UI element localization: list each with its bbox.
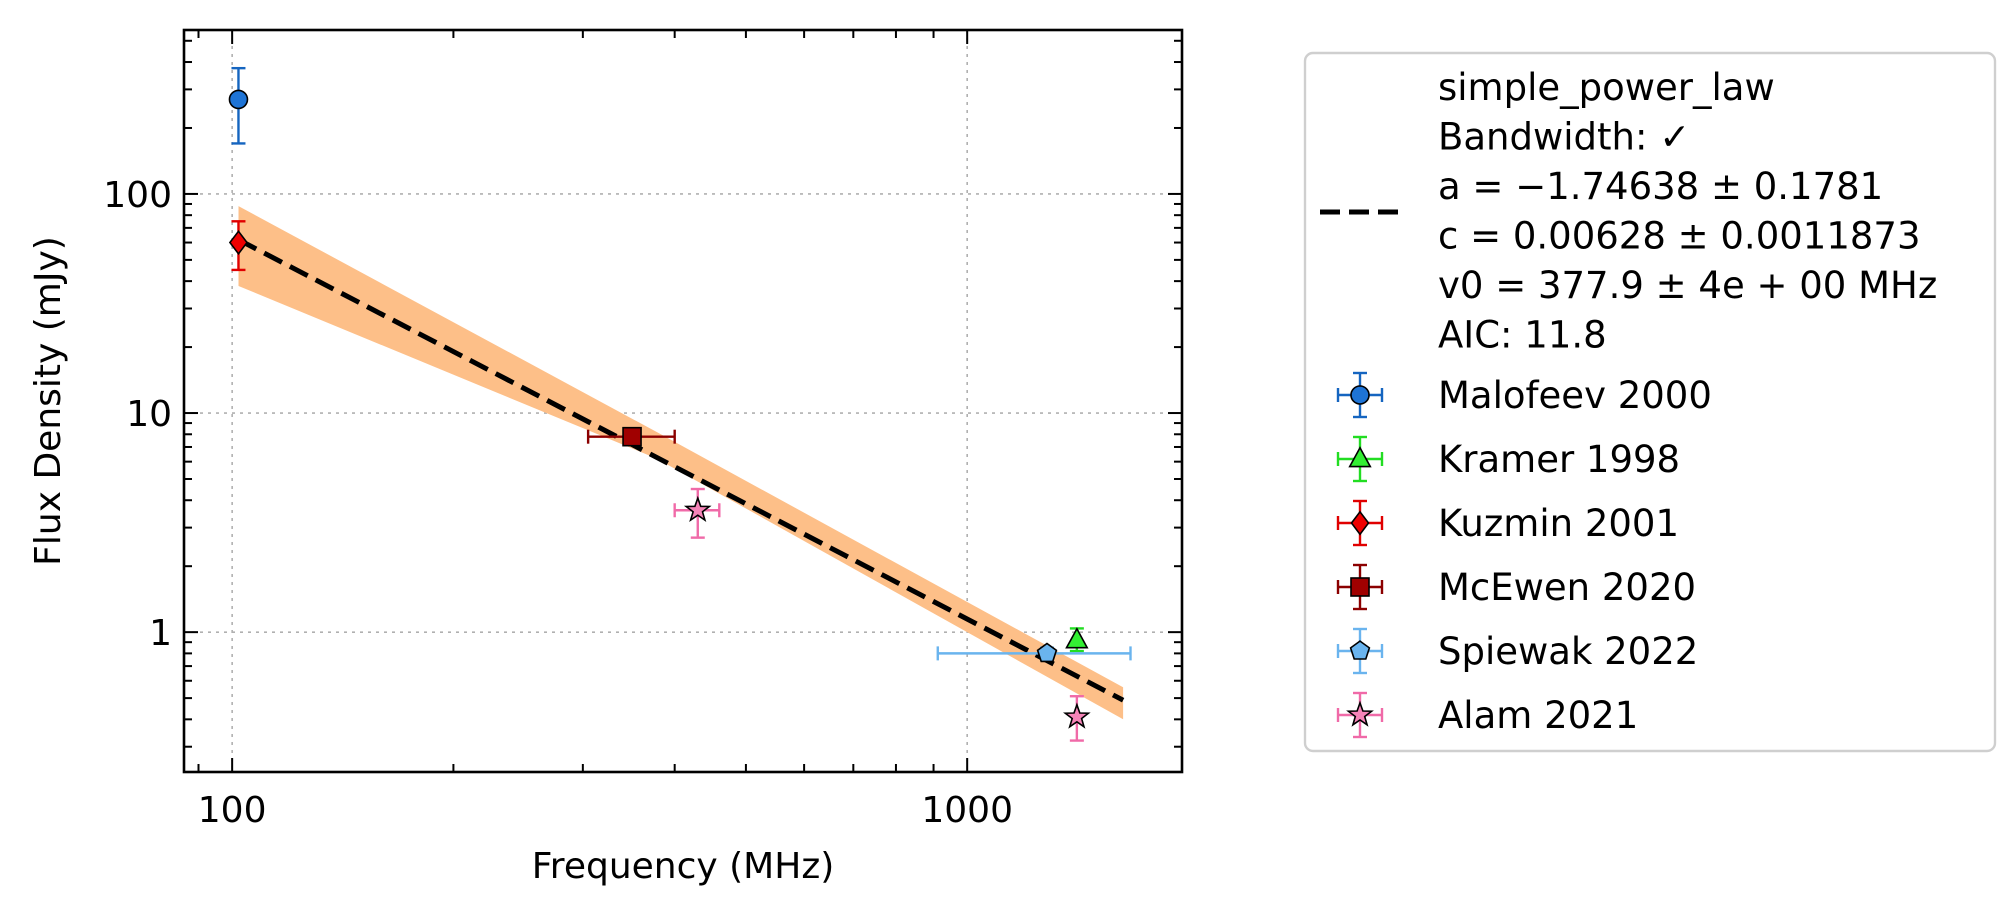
legend-fit-text: c = 0.00628 ± 0.0011873: [1438, 215, 1920, 258]
legend-item: Malofeev 2000: [1336, 371, 1712, 419]
series-2: [228, 220, 249, 272]
data-point: [1036, 642, 1058, 663]
y-tick-label: 10: [126, 394, 172, 435]
legend-label: Kuzmin 2001: [1438, 502, 1679, 545]
data-point: [683, 495, 712, 523]
legend-label: McEwen 2020: [1438, 566, 1696, 609]
legend-marker: [1346, 700, 1374, 727]
x-tick-label: 100: [198, 790, 267, 831]
legend-marker: [1349, 640, 1371, 660]
legend-fit-text: Bandwidth: ✓: [1438, 116, 1690, 159]
legend-item: Alam 2021: [1336, 691, 1638, 739]
legend-item: Kuzmin 2001: [1336, 499, 1679, 547]
fit-uncertainty-band: [238, 206, 1124, 720]
data-point: [1065, 627, 1089, 649]
y-tick-label: 1: [149, 613, 172, 654]
legend-fit-text: a = −1.74638 ± 0.1781: [1438, 165, 1883, 208]
legend-label: Alam 2021: [1438, 694, 1638, 737]
data-point: [228, 89, 249, 110]
legend-label: Spiewak 2022: [1438, 630, 1698, 673]
legend-item: McEwen 2020: [1336, 563, 1696, 611]
legend-label: Malofeev 2000: [1438, 374, 1712, 417]
data-point: [622, 426, 642, 447]
y-axis-label: Flux Density (mJy): [28, 236, 69, 566]
x-tick-label: 1000: [921, 790, 1013, 831]
data-point: [1063, 702, 1091, 729]
series-0: [228, 66, 249, 145]
y-tick-label: 100: [103, 175, 172, 216]
legend-label: Kramer 1998: [1438, 438, 1680, 481]
axes-frame: [182, 28, 1184, 774]
legend-marker: [1350, 510, 1370, 536]
series-3: [586, 426, 676, 447]
legend: simple_power_law Bandwidth: ✓ a = −1.74638…: [1303, 51, 1997, 753]
legend-item: Kramer 1998: [1336, 435, 1680, 483]
series-1: [1065, 627, 1089, 653]
legend-fit-text: v0 = 377.9 ± 4e + 00 MHz: [1438, 264, 1937, 307]
plot-content: [237, 206, 1125, 720]
legend-fit-text: simple_power_law: [1438, 66, 1775, 109]
legend-fit-text: AIC: 11.8: [1438, 314, 1607, 357]
data-point: [228, 229, 249, 256]
legend-marker: [1348, 446, 1372, 468]
plot-area: 100 1000 1 10 100 Frequency (MHz) Flux Density…: [28, 28, 1184, 887]
legend-marker: [1350, 385, 1370, 405]
fit-line: [237, 237, 1125, 703]
series-4: [936, 642, 1132, 663]
legend-marker: [1350, 577, 1370, 597]
series-5: [673, 487, 1091, 742]
legend-box: [1303, 51, 1997, 753]
x-axis-label: Frequency (MHz): [532, 846, 835, 887]
legend-item: Spiewak 2022: [1336, 627, 1698, 675]
